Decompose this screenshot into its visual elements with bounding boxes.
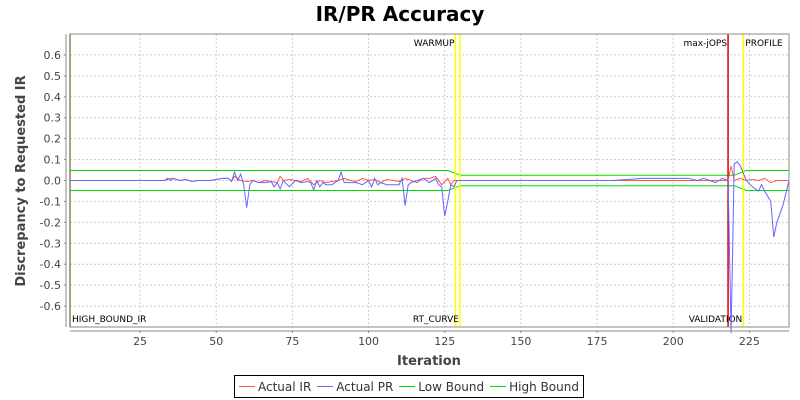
legend-label: Actual IR xyxy=(258,379,312,394)
svg-text:225: 225 xyxy=(739,335,760,348)
svg-text:-0.2: -0.2 xyxy=(40,216,61,229)
svg-text:0.2: 0.2 xyxy=(44,133,62,146)
svg-text:0.3: 0.3 xyxy=(44,112,62,125)
legend-item-actual-pr[interactable]: Actual PR xyxy=(317,380,393,394)
svg-text:150: 150 xyxy=(510,335,531,348)
legend-item-actual-ir[interactable]: Actual IR xyxy=(239,380,311,394)
svg-text:-0.6: -0.6 xyxy=(40,300,61,313)
svg-text:0.0: 0.0 xyxy=(44,175,62,188)
legend-swatch xyxy=(317,386,334,387)
y-axis-label: Discrepancy to Requested IR xyxy=(14,75,29,286)
legend-label: High Bound xyxy=(509,379,579,394)
svg-text:max-jOPS: max-jOPS xyxy=(683,39,727,49)
chart-title: IR/PR Accuracy xyxy=(315,2,485,26)
grid-lines xyxy=(70,34,789,327)
legend-item-high-bound[interactable]: High Bound xyxy=(490,380,579,394)
legend-swatch xyxy=(239,386,255,387)
svg-text:100: 100 xyxy=(358,335,379,348)
legend-label: Actual PR xyxy=(336,379,394,394)
svg-text:0.6: 0.6 xyxy=(44,49,62,62)
svg-text:VALIDATION: VALIDATION xyxy=(689,315,743,325)
svg-text:50: 50 xyxy=(209,335,223,348)
svg-text:-0.5: -0.5 xyxy=(40,279,61,292)
svg-text:-0.4: -0.4 xyxy=(40,258,61,271)
svg-text:200: 200 xyxy=(663,335,684,348)
svg-text:0.4: 0.4 xyxy=(44,91,62,104)
svg-text:0.5: 0.5 xyxy=(44,70,62,83)
svg-text:175: 175 xyxy=(587,335,608,348)
svg-text:-0.1: -0.1 xyxy=(40,195,61,208)
data-series xyxy=(70,161,790,334)
svg-text:75: 75 xyxy=(285,335,299,348)
legend-item-low-bound[interactable]: Low Bound xyxy=(399,380,484,394)
series-high-bound xyxy=(70,170,789,176)
svg-text:PROFILE: PROFILE xyxy=(745,39,783,49)
bound-lines xyxy=(70,170,789,191)
svg-text:RT_CURVE: RT_CURVE xyxy=(413,315,459,325)
svg-text:0.1: 0.1 xyxy=(44,154,62,167)
axes: -0.6 -0.5 -0.4 -0.3 -0.2 -0.1 0.0 0.1 0.2 0.3 0.4 0… xyxy=(40,33,790,348)
series-low-bound xyxy=(70,185,789,191)
legend-swatch xyxy=(399,386,416,387)
legend: Actual IR Actual PR Low Bound High Bound xyxy=(234,375,584,398)
legend-swatch xyxy=(490,386,507,387)
svg-text:WARMUP: WARMUP xyxy=(414,39,455,49)
series-actual-pr xyxy=(70,161,790,334)
svg-text:HIGH_BOUND_IR: HIGH_BOUND_IR xyxy=(72,315,146,325)
svg-text:-0.3: -0.3 xyxy=(40,237,61,250)
x-axis-label: Iteration xyxy=(397,354,461,369)
legend-label: Low Bound xyxy=(418,379,485,394)
svg-text:25: 25 xyxy=(133,335,147,348)
svg-text:125: 125 xyxy=(434,335,455,348)
